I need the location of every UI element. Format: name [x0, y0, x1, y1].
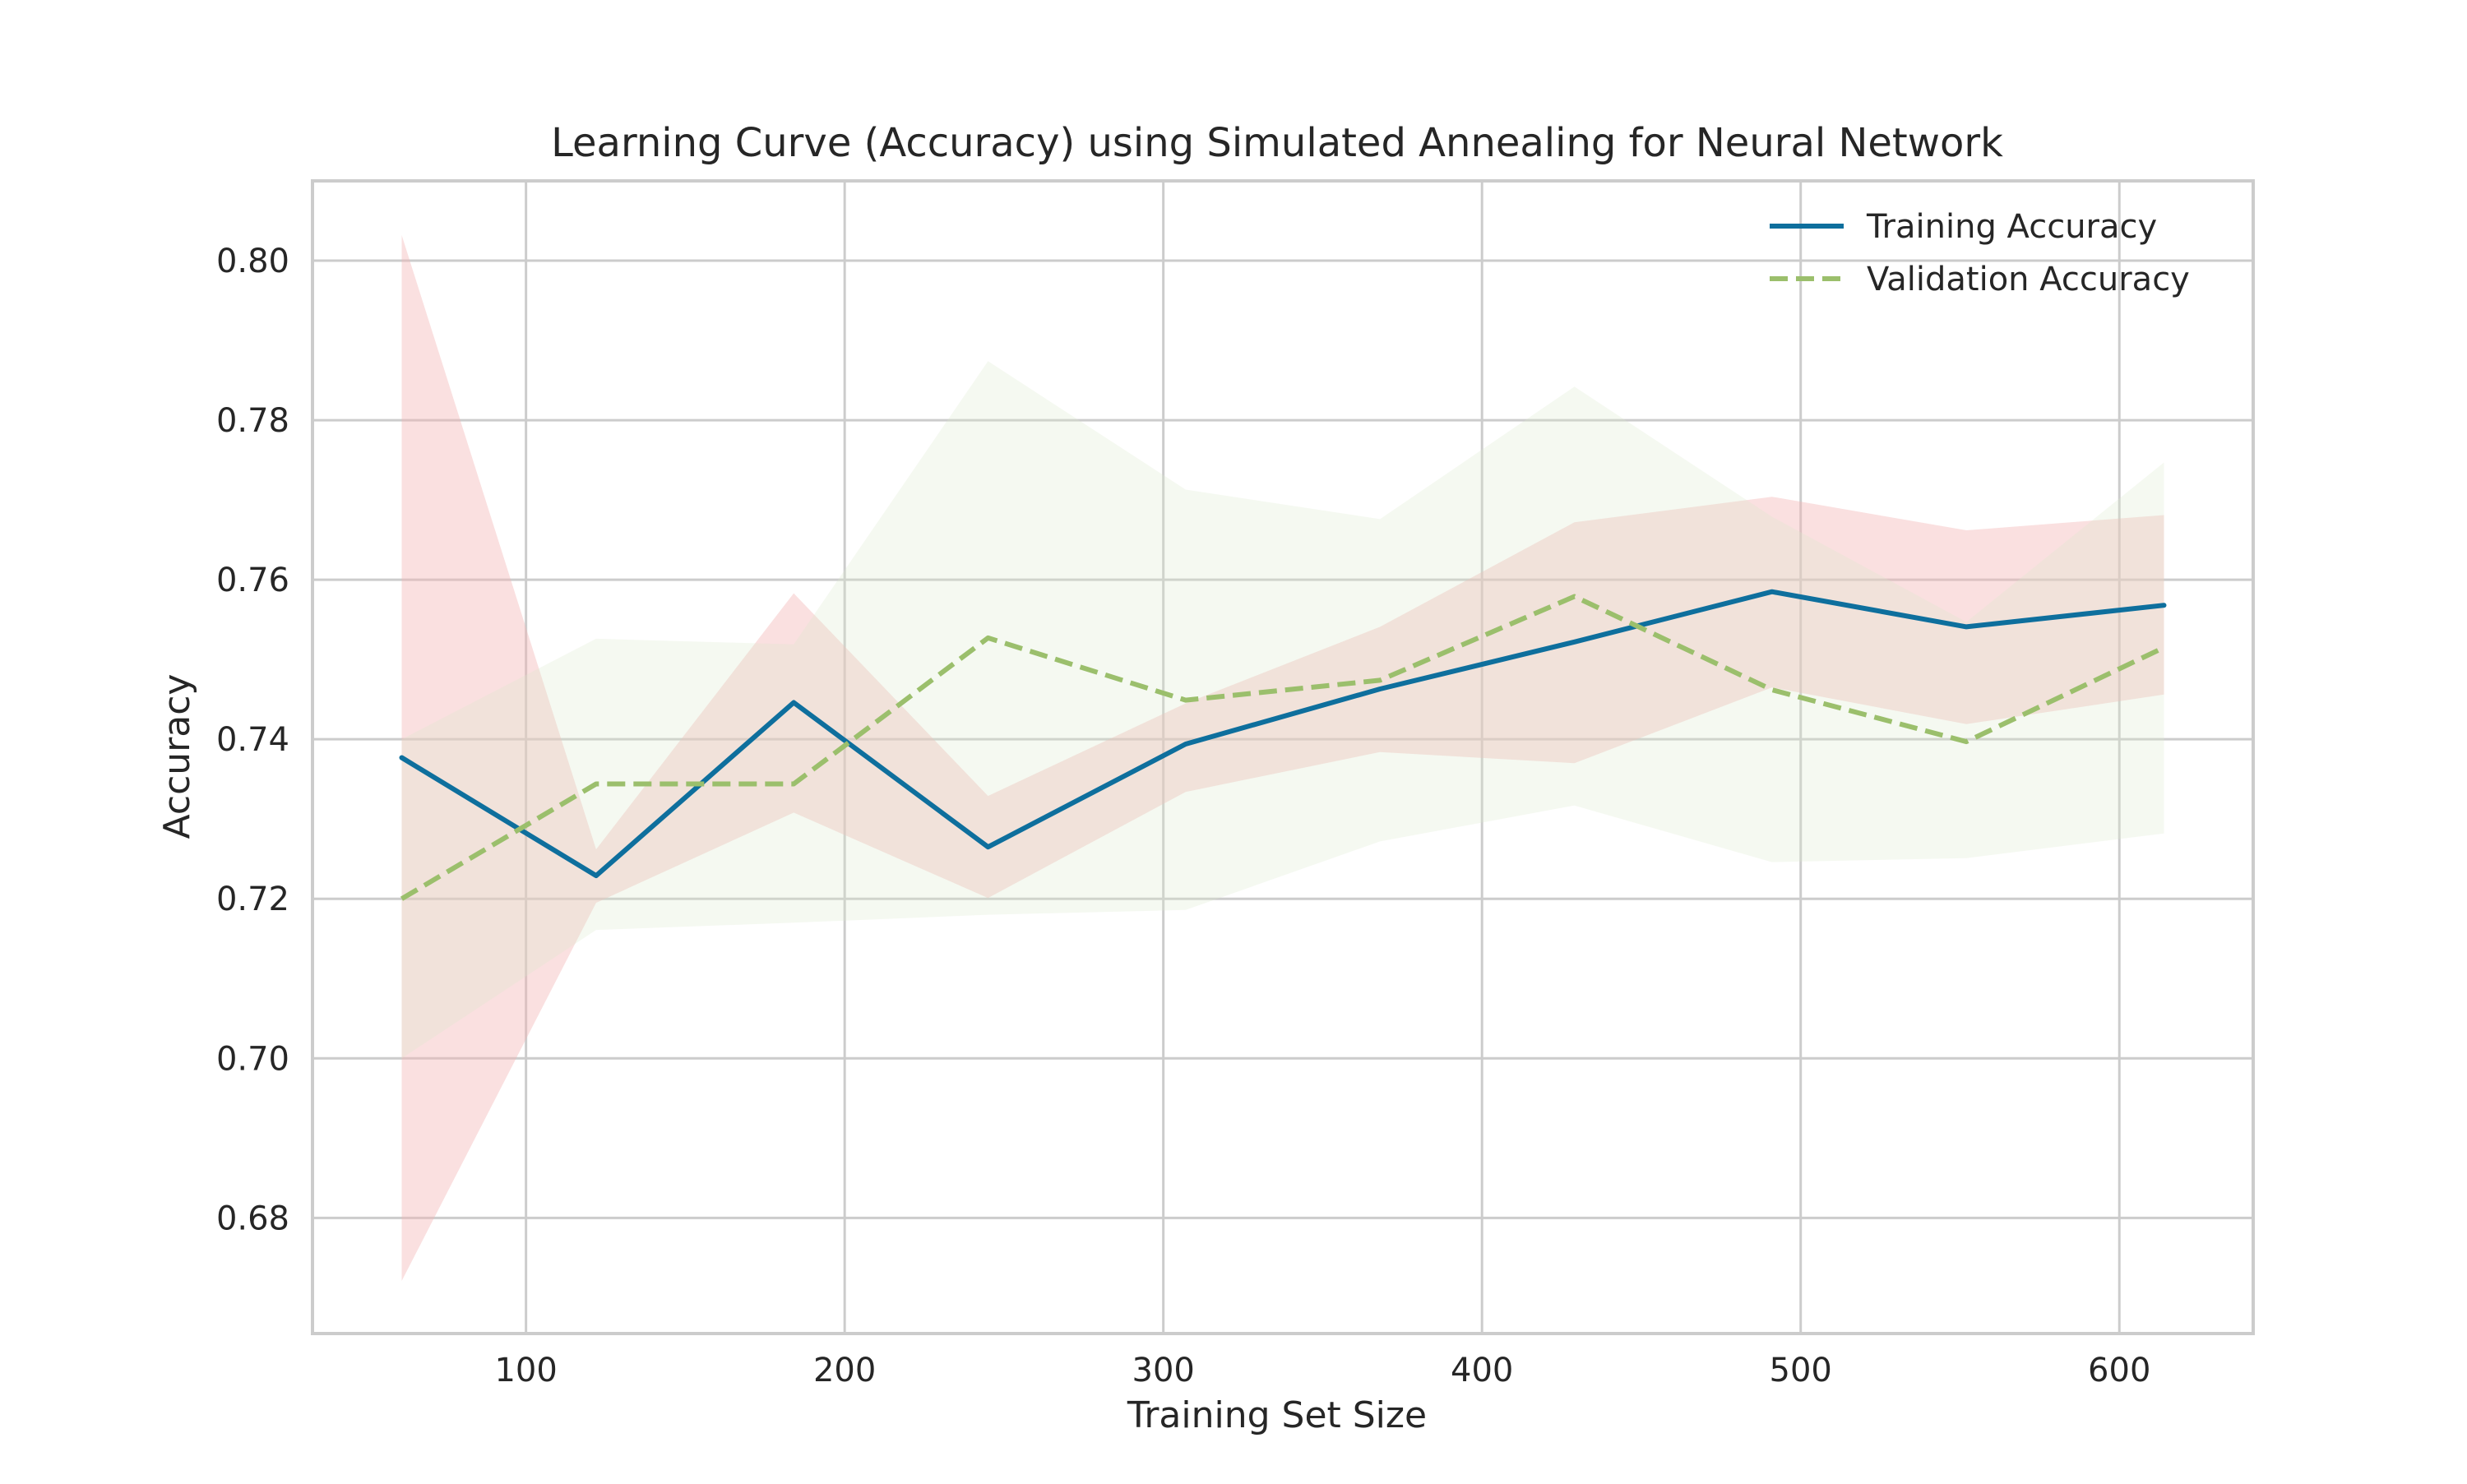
y-tick-label: 0.72 — [216, 881, 289, 918]
confidence-band-training — [401, 235, 2164, 1281]
legend: Training Accuracy Validation Accuracy — [1770, 208, 2190, 298]
y-axis-title: Accuracy — [156, 674, 198, 839]
x-tick-label: 200 — [813, 1352, 876, 1389]
confidence-band-validation — [401, 361, 2164, 1059]
x-tick-label: 100 — [494, 1352, 557, 1389]
y-tick-label: 0.70 — [216, 1040, 289, 1078]
series-line-training — [399, 589, 2167, 879]
x-tick-label: 500 — [1770, 1352, 1832, 1389]
confidence-bands — [401, 235, 2164, 1281]
legend-label: Training Accuracy — [1866, 208, 2157, 246]
y-tick-label: 0.76 — [216, 562, 289, 599]
chart-title: Learning Curve (Accuracy) using Simulate… — [551, 120, 2003, 166]
plot-frame — [311, 179, 2255, 1335]
series-lines — [399, 589, 2167, 901]
x-tick-label: 400 — [1451, 1352, 1513, 1389]
x-tick-label: 600 — [2088, 1352, 2150, 1389]
series-line-validation — [400, 594, 2165, 901]
legend-label: Validation Accuracy — [1867, 261, 2190, 298]
y-tick-label: 0.80 — [216, 243, 289, 280]
x-tick-label: 300 — [1132, 1352, 1195, 1389]
x-axis-title: Training Set Size — [1127, 1394, 1427, 1436]
y-tick-label: 0.74 — [216, 721, 289, 759]
tick-labels: 100 200 300 400 500 600 0.68 0.70 0.72 0.74 0.76 0.… — [216, 243, 2150, 1389]
y-tick-label: 0.68 — [216, 1200, 289, 1237]
y-tick-label: 0.78 — [216, 402, 289, 440]
